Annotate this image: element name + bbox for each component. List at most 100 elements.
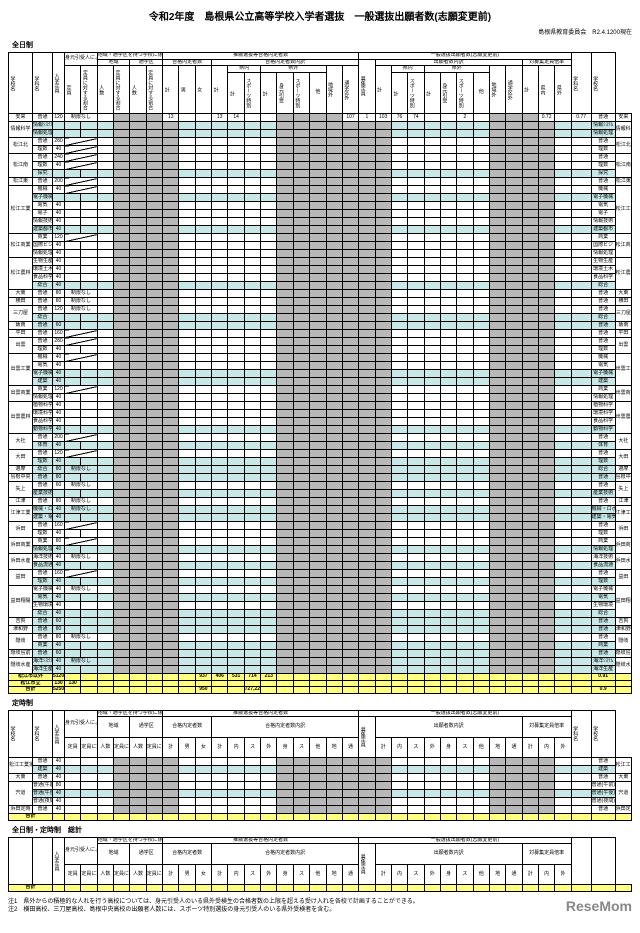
data-cell [130, 506, 146, 514]
data-cell [457, 242, 473, 250]
data-cell [391, 178, 407, 186]
data-cell [81, 594, 97, 602]
data-cell [277, 202, 293, 210]
data-cell [555, 162, 571, 170]
data-cell [457, 138, 473, 146]
data-cell [555, 458, 571, 466]
data-cell [538, 594, 554, 602]
data-cell [555, 178, 571, 186]
data-cell [277, 498, 293, 506]
data-cell [130, 226, 146, 234]
data-cell [195, 554, 211, 562]
data-cell [555, 314, 571, 322]
data-cell [342, 602, 358, 610]
data-cell [522, 362, 538, 370]
data-cell [163, 610, 179, 618]
data-cell [163, 178, 179, 186]
data-cell [391, 530, 407, 538]
data-cell [571, 766, 591, 774]
data-cell [81, 530, 97, 538]
data-cell [277, 562, 293, 570]
data-cell [261, 402, 277, 410]
data-cell [571, 378, 591, 386]
data-cell [277, 570, 293, 578]
data-cell [538, 610, 554, 618]
data-cell [97, 330, 113, 338]
data-cell [571, 530, 591, 538]
data-cell [146, 790, 162, 798]
data-cell: 制限なし [65, 586, 98, 594]
data-cell [506, 610, 522, 618]
data-cell [555, 250, 571, 258]
data-cell [506, 210, 522, 218]
data-cell [391, 782, 407, 790]
data-cell [326, 314, 342, 322]
parttime-body: 松江工業定時普通40普通松江工業定時建築40建築大東普通40普通大東宍道普通(午… [9, 758, 632, 814]
data-cell [310, 114, 326, 122]
data-cell [424, 442, 440, 450]
data-cell [506, 758, 522, 766]
data-cell [114, 130, 130, 138]
data-cell [506, 314, 522, 322]
data-cell [97, 322, 113, 330]
data-cell [538, 602, 554, 610]
data-cell [97, 666, 113, 674]
data-cell [130, 586, 146, 594]
data-cell [538, 782, 554, 790]
data-cell [65, 618, 81, 626]
data-cell [130, 258, 146, 266]
table-row: 総合総合 [9, 314, 632, 322]
data-cell [457, 282, 473, 290]
data-cell [293, 202, 309, 210]
data-cell [326, 790, 342, 798]
data-cell [326, 402, 342, 410]
data-cell [359, 418, 375, 426]
table-row: 環境土木40環境土木 [9, 266, 632, 274]
data-cell [489, 758, 505, 766]
data-cell [65, 178, 98, 186]
data-cell [293, 138, 309, 146]
data-cell [326, 138, 342, 146]
data-cell [375, 774, 391, 782]
data-cell [65, 798, 81, 806]
data-cell [440, 798, 456, 806]
data-cell [195, 578, 211, 586]
capacity-cell [53, 130, 65, 138]
dept-cell-right: 普通 [591, 522, 615, 530]
data-cell [228, 626, 244, 634]
data-cell [506, 194, 522, 202]
data-cell [212, 758, 228, 766]
data-cell [163, 782, 179, 790]
data-cell [97, 306, 113, 314]
data-cell [473, 234, 489, 242]
data-cell [522, 642, 538, 650]
data-cell [489, 806, 505, 814]
data-cell [555, 578, 571, 586]
data-cell [261, 322, 277, 330]
data-cell [114, 758, 130, 766]
data-cell [277, 626, 293, 634]
data-cell [114, 466, 130, 474]
data-cell [424, 146, 440, 154]
data-cell [261, 178, 277, 186]
data-cell [310, 210, 326, 218]
data-cell [391, 634, 407, 642]
data-cell [65, 626, 81, 634]
data-cell [81, 402, 97, 410]
data-cell [146, 506, 162, 514]
data-cell [424, 234, 440, 242]
data-cell [538, 338, 554, 346]
data-cell [179, 250, 195, 258]
data-cell [130, 498, 146, 506]
data-cell [457, 538, 473, 546]
dept-cell: 理数 [33, 530, 53, 538]
data-cell [163, 154, 179, 162]
table-row: 出雲商業商業120商業出雲商業 [9, 386, 632, 394]
data-cell [473, 766, 489, 774]
data-cell [195, 626, 211, 634]
data-cell [473, 782, 489, 790]
data-cell [408, 154, 424, 162]
data-cell: 0.72 [538, 114, 554, 122]
data-cell [310, 634, 326, 642]
capacity-cell: 40 [53, 666, 65, 674]
